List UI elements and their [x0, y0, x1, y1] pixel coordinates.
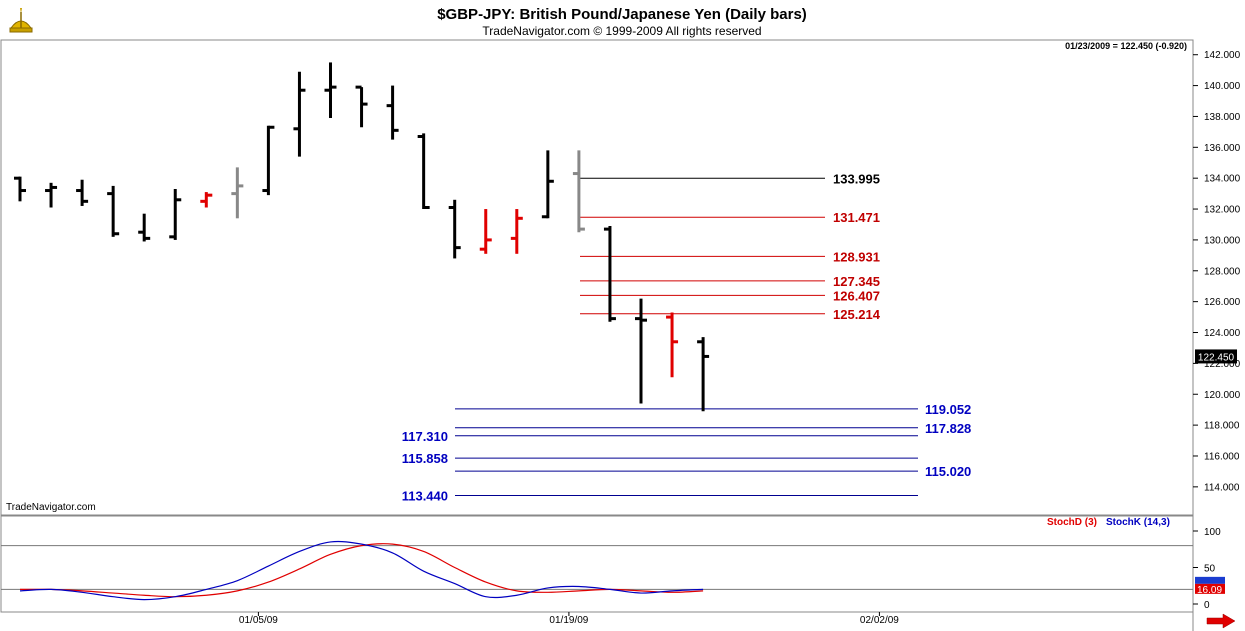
- ohlc-bar: [541, 150, 554, 219]
- watermark-text: TradeNavigator.com: [6, 502, 96, 513]
- ohlc-bar: [448, 199, 461, 259]
- x-tick-label: 01/19/09: [549, 615, 588, 626]
- stoch-tick-label: 50: [1204, 564, 1216, 575]
- resistance-label: 131.471: [833, 210, 880, 225]
- legend-stoch-k: StochK (14,3): [1106, 517, 1170, 528]
- y-tick-label: 114.000: [1204, 482, 1240, 493]
- y-tick-label: 120.000: [1204, 390, 1241, 401]
- ohlc-bar: [200, 192, 213, 208]
- ohlc-bar: [635, 298, 647, 404]
- y-tick-label: 142.000: [1204, 50, 1241, 61]
- stoch-last-label: 16.09: [1197, 585, 1222, 596]
- y-tick-label: 134.000: [1204, 174, 1241, 185]
- ohlc-bar: [324, 62, 337, 118]
- resistance-label: 126.407: [833, 288, 880, 303]
- ohlc-bar: [510, 209, 523, 254]
- y-tick-label: 126.000: [1204, 297, 1241, 308]
- y-tick-label: 118.000: [1204, 421, 1240, 432]
- ohlc-bar: [231, 167, 244, 219]
- legend-stoch-d: StochD (3): [1047, 517, 1097, 528]
- y-tick-label: 132.000: [1204, 205, 1241, 216]
- chart-title: $GBP-JPY: British Pound/Japanese Yen (Da…: [437, 6, 807, 23]
- stoch-tick-label: 0: [1204, 600, 1210, 611]
- ohlc-bar: [76, 179, 89, 206]
- y-tick-label: 122.000: [1204, 359, 1241, 370]
- ohlc-bar: [572, 150, 585, 233]
- y-tick-label: 130.000: [1204, 235, 1241, 246]
- ohlc-bar: [169, 188, 182, 240]
- y-tick-label: 128.000: [1204, 266, 1241, 277]
- ohlc-bar: [479, 209, 492, 254]
- y-tick-label: 136.000: [1204, 143, 1241, 154]
- chart-subtitle: TradeNavigator.com © 1999-2009 All right…: [482, 24, 761, 38]
- ohlc-bar: [262, 125, 275, 196]
- resistance-label: 128.931: [833, 249, 880, 264]
- support-label: 119.052: [925, 402, 971, 417]
- ohlc-bar: [107, 185, 120, 237]
- stoch-k-line: [19, 540, 704, 601]
- support-label: 117.310: [402, 429, 448, 444]
- last-price-label: 122.450: [1198, 352, 1235, 363]
- stoch-tick-label: 100: [1204, 527, 1221, 538]
- last-quote: 01/23/2009 = 122.450 (-0.920): [1065, 41, 1187, 51]
- y-tick-label: 138.000: [1204, 112, 1241, 123]
- date-axis: 01/05/09 01/19/09 02/02/09: [239, 612, 899, 626]
- y-tick-label: 116.000: [1204, 451, 1240, 462]
- stochastic-panel: 100 50 0 StochD (3) StochK (14,3) 16.09: [1, 517, 1225, 611]
- stoch-panel-frame: [0, 515, 1194, 613]
- x-tick-label: 01/05/09: [239, 615, 278, 626]
- y-tick-label: 124.000: [1204, 328, 1241, 339]
- price-panel-frame: [0, 39, 1194, 516]
- ohlc-bar: [603, 226, 616, 322]
- x-tick-label: 02/02/09: [860, 615, 899, 626]
- ohlc-bar: [666, 312, 679, 378]
- y-tick-label: 140.000: [1204, 81, 1241, 92]
- support-label: 113.440: [402, 488, 448, 503]
- ohlc-bar: [417, 133, 430, 210]
- right-arrow-icon[interactable]: [1206, 613, 1236, 629]
- last-price-marker: 122.450: [1195, 349, 1237, 364]
- support-label: 115.020: [925, 464, 971, 479]
- support-label: 115.858: [402, 451, 448, 466]
- ohlc-bar: [355, 85, 368, 128]
- ohlc-bar: [697, 337, 710, 412]
- resistance-label: 125.214: [833, 307, 881, 322]
- price-axis: 142.000 140.000 138.000 136.000 134.000 132.0…: [1193, 50, 1241, 493]
- resistance-label: 133.995: [833, 171, 880, 186]
- resistance-label: 127.345: [833, 274, 880, 289]
- sextant-icon[interactable]: [9, 8, 33, 33]
- ohlc-bar: [386, 85, 399, 140]
- ohlc-bar: [14, 176, 26, 202]
- ohlc-bar: [293, 71, 306, 157]
- price-bars: [14, 62, 710, 412]
- ohlc-bar: [138, 213, 151, 242]
- ohlc-bar: [45, 182, 58, 208]
- stoch-d-line: [19, 543, 704, 598]
- support-label: 117.828: [925, 421, 971, 436]
